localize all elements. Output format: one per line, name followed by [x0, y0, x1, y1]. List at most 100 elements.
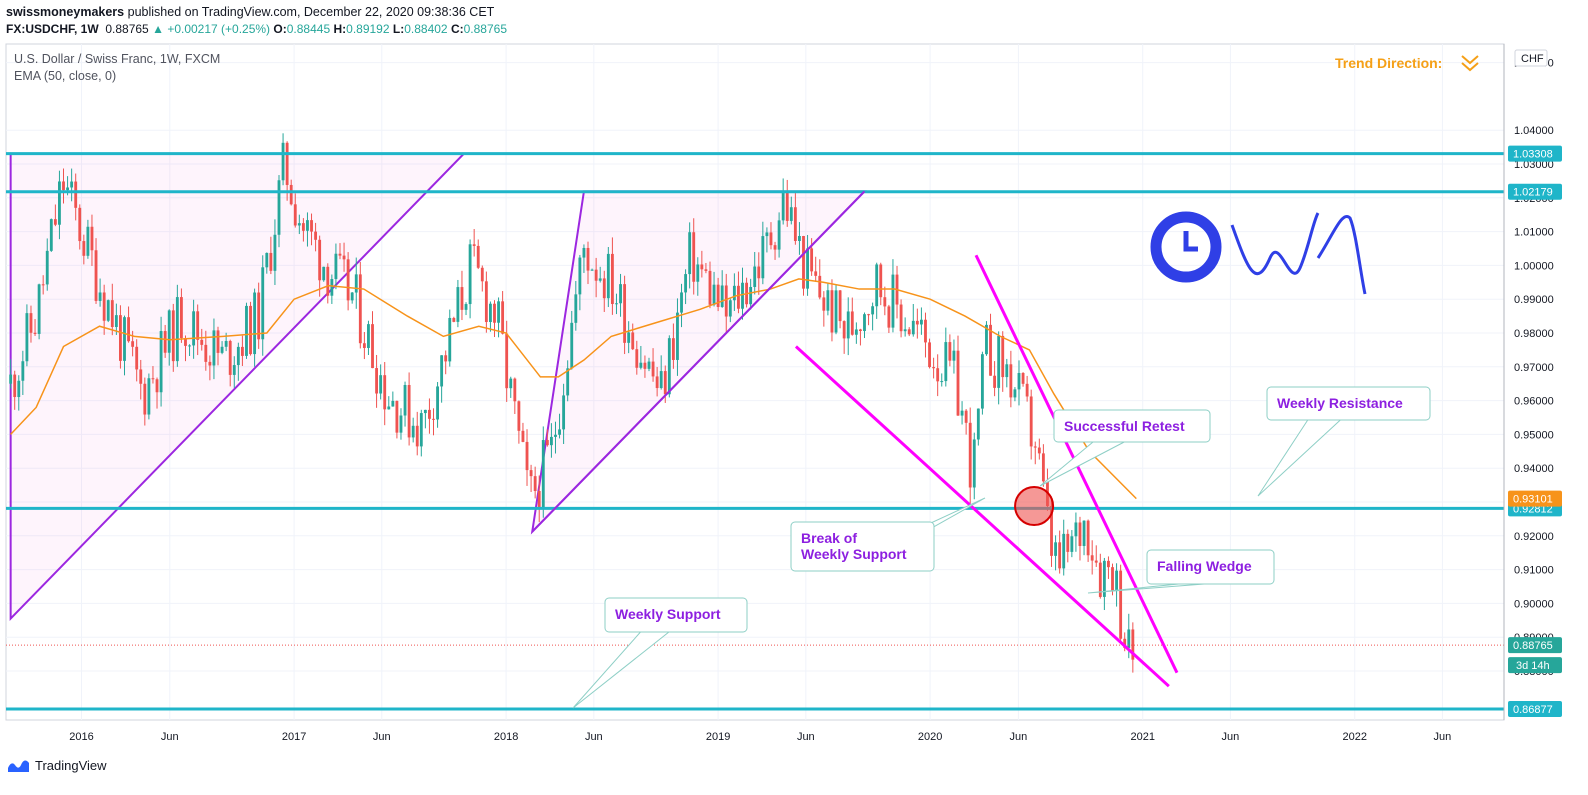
- candle-body: [554, 434, 557, 437]
- candle-body: [74, 181, 78, 208]
- candle-body: [423, 409, 427, 414]
- callout-box: [790, 521, 935, 572]
- candle-body: [562, 395, 566, 430]
- candle-body: [1062, 533, 1066, 569]
- open-label: O:: [273, 22, 287, 36]
- candle-body: [33, 332, 37, 334]
- candle-body: [1005, 364, 1009, 378]
- candle-body: [240, 346, 244, 356]
- candle-body: [143, 383, 147, 415]
- candle-body: [293, 204, 297, 226]
- x-tick-label: 2016: [69, 731, 93, 743]
- candle-body: [765, 232, 769, 237]
- low-label: L:: [392, 22, 405, 36]
- candle-body: [826, 290, 830, 311]
- tradingview-brand: TradingView: [35, 758, 107, 773]
- symbol-label: FX:USDCHF, 1W: [6, 22, 99, 36]
- candle-body: [354, 274, 358, 293]
- candle-body: [1041, 453, 1045, 482]
- level-price-tag-bg: [1508, 183, 1562, 200]
- candle-body: [448, 317, 452, 362]
- candle-body: [1050, 506, 1053, 556]
- candle-body: [907, 329, 911, 335]
- level-price-tag: 1.02179: [1513, 187, 1553, 199]
- candle-body: [444, 355, 448, 362]
- candle-body: [541, 440, 545, 508]
- last-price-tag: 0.88765: [1513, 640, 1553, 652]
- candle-body: [249, 305, 252, 355]
- x-tick-label: Jun: [797, 731, 815, 743]
- candle-body: [17, 380, 21, 398]
- candle-body: [602, 278, 606, 299]
- candle-body: [358, 274, 362, 344]
- candle-body: [915, 320, 919, 325]
- candle-body: [1123, 638, 1127, 648]
- chart-legend-title: U.S. Dollar / Swiss Franc, 1W, FXCM: [14, 52, 221, 66]
- candle-body: [480, 267, 484, 282]
- candle-body: [127, 317, 130, 342]
- candle-body: [932, 367, 936, 369]
- candle-body: [773, 245, 777, 250]
- callout-text: Successful Retest: [1064, 418, 1185, 434]
- callout-text: Weekly Resistance: [1277, 395, 1403, 411]
- plot-area[interactable]: [5, 43, 1505, 721]
- successful-retest-note: Successful Retest: [1039, 409, 1211, 487]
- candle-body: [419, 413, 423, 447]
- candle-body: [476, 245, 480, 268]
- candle-body: [822, 297, 826, 311]
- candle-body: [1127, 629, 1131, 648]
- candle-body: [887, 306, 891, 328]
- candle-body: [741, 282, 744, 309]
- candle-body: [985, 324, 988, 355]
- candle-body: [1009, 364, 1013, 398]
- candle-body: [1094, 560, 1098, 563]
- candle-body: [980, 354, 984, 409]
- y-tick-label: 0.99000: [1514, 294, 1554, 306]
- candle-body: [273, 234, 277, 271]
- candle-body: [631, 332, 635, 350]
- candle-body: [310, 220, 313, 232]
- candle-body: [367, 324, 370, 348]
- candle-body: [289, 184, 293, 205]
- candle-body: [82, 241, 86, 256]
- candle-body: [493, 303, 496, 323]
- level-price-tag: 1.03308: [1513, 149, 1553, 161]
- candle-body: [655, 376, 659, 389]
- double-chevron-down-icon: [1461, 55, 1479, 72]
- candle-body: [212, 330, 216, 366]
- candle-body: [224, 340, 228, 347]
- candle-body: [781, 192, 785, 221]
- y-tick-label: 1.00000: [1514, 260, 1554, 272]
- footer[interactable]: TradingView: [8, 758, 107, 773]
- x-tick-label: Jun: [373, 731, 391, 743]
- high-label: H:: [333, 22, 347, 36]
- candle-body: [997, 335, 1001, 388]
- candle-body: [383, 375, 387, 410]
- candle-body: [749, 286, 753, 305]
- candle-body: [29, 313, 33, 333]
- candle-body: [216, 330, 220, 353]
- y-tick-label: 0.90000: [1514, 598, 1554, 610]
- candle-body: [436, 386, 439, 420]
- candle-body: [667, 338, 671, 395]
- candle-body: [314, 231, 318, 240]
- candle-body: [62, 181, 65, 191]
- candle-body: [362, 343, 366, 348]
- candle-body: [960, 410, 964, 416]
- candle-body: [854, 329, 858, 335]
- publisher-name[interactable]: swissmoneymakers: [6, 5, 125, 19]
- candle-body: [285, 142, 289, 185]
- ema-layer: [10, 278, 1137, 500]
- x-tick-label: Jun: [161, 731, 179, 743]
- candle-body: [513, 378, 517, 402]
- candle-body: [464, 304, 468, 310]
- candle-body: [167, 310, 171, 353]
- candle-body: [245, 305, 248, 356]
- candle-body: [1107, 560, 1110, 568]
- y-tick-label: 0.96000: [1514, 396, 1554, 408]
- candle-body: [919, 319, 923, 325]
- candle-body: [58, 181, 61, 225]
- candle-body: [110, 300, 114, 328]
- callout-pointer: [1087, 583, 1205, 594]
